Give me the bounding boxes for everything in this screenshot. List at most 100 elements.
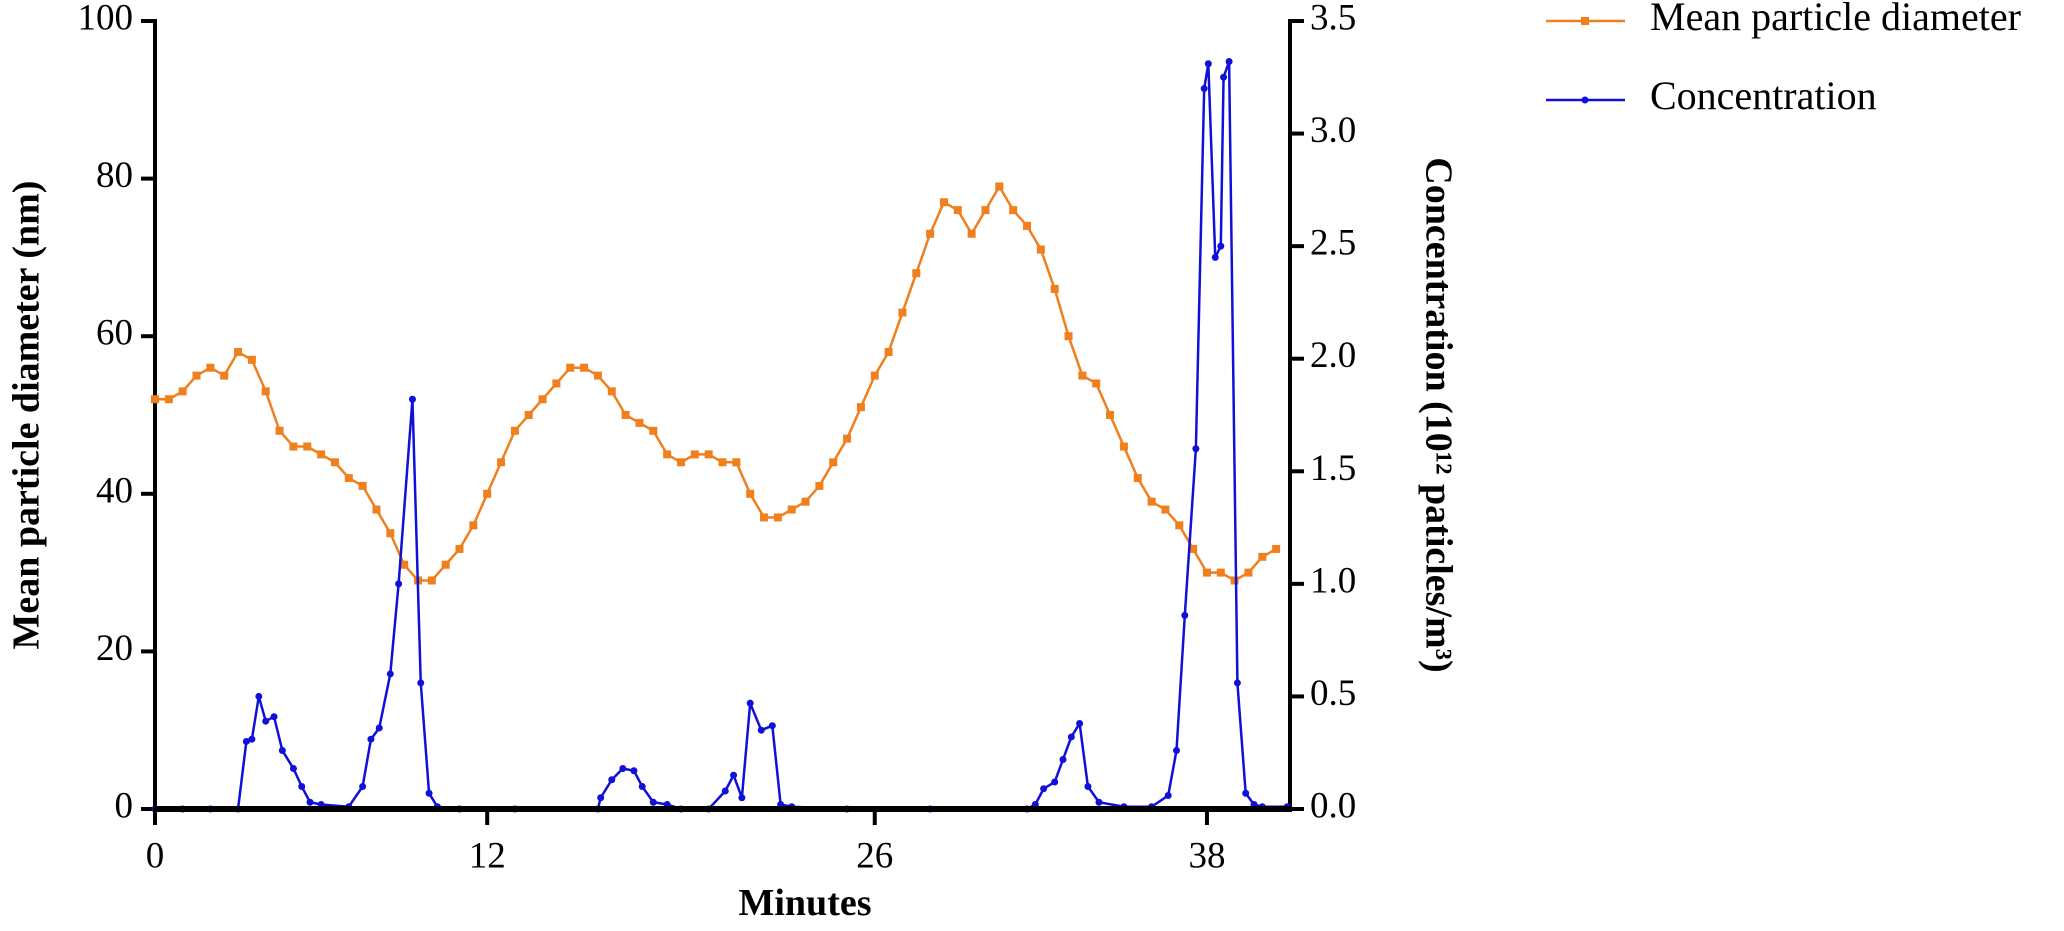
y2-tick-label: 2.5 — [1310, 223, 1356, 264]
point-marker — [497, 458, 506, 467]
point-marker — [408, 395, 416, 403]
point-marker — [843, 434, 852, 443]
point-marker — [718, 458, 727, 467]
point-marker — [538, 395, 547, 404]
point-marker — [317, 450, 326, 459]
point-marker — [1202, 568, 1211, 577]
series-line — [155, 61, 1288, 811]
point-marker — [638, 782, 646, 790]
point-marker — [524, 411, 533, 419]
point-marker — [981, 206, 990, 215]
x-tick-label: 26 — [856, 835, 893, 876]
point-marker — [298, 782, 306, 790]
y2-tick-label: 3.5 — [1310, 0, 1356, 38]
point-marker — [400, 560, 409, 569]
x-tick-label: 0 — [146, 835, 165, 876]
point-marker — [1272, 544, 1281, 553]
point-marker — [676, 458, 685, 467]
point-marker — [1216, 568, 1225, 577]
point-marker — [939, 198, 948, 207]
point-marker — [815, 481, 824, 490]
point-marker — [395, 580, 403, 588]
point-marker — [206, 363, 215, 372]
y2-tick-label: 1.0 — [1310, 560, 1356, 601]
legend-marker — [1581, 17, 1589, 25]
point-marker — [730, 771, 738, 779]
point-marker — [1064, 332, 1073, 341]
point-marker — [303, 442, 312, 451]
point-marker — [372, 505, 381, 514]
point-marker — [375, 724, 383, 732]
point-marker — [1092, 379, 1101, 388]
point-marker — [151, 395, 159, 404]
point-marker — [732, 458, 741, 467]
point-marker — [787, 505, 796, 514]
point-marker — [1225, 58, 1233, 66]
point-marker — [630, 767, 638, 775]
point-marker — [248, 735, 256, 743]
point-marker — [1164, 791, 1172, 799]
point-marker — [469, 521, 478, 530]
point-marker — [1204, 60, 1212, 68]
point-marker — [358, 481, 367, 490]
point-marker — [953, 206, 962, 215]
point-marker — [721, 787, 729, 795]
point-marker — [330, 458, 339, 467]
point-marker — [386, 670, 394, 678]
point-marker — [270, 713, 278, 721]
y-tick-label: 40 — [96, 470, 133, 511]
point-marker — [621, 411, 630, 419]
point-marker — [1233, 679, 1241, 687]
point-marker — [580, 363, 589, 372]
legend-label: Concentration — [1650, 73, 1877, 118]
point-marker — [663, 450, 672, 459]
point-marker — [1173, 746, 1180, 754]
point-marker — [856, 403, 865, 412]
point-marker — [289, 442, 298, 451]
point-marker — [801, 497, 810, 506]
legend-marker — [1581, 96, 1589, 104]
point-marker — [261, 387, 270, 396]
point-marker — [1133, 474, 1142, 483]
point-marker — [425, 789, 433, 797]
point-marker — [1189, 544, 1198, 553]
point-marker — [1023, 221, 1032, 230]
point-marker — [483, 489, 492, 498]
legend-label: Mean particle diameter — [1650, 0, 2021, 39]
point-marker — [967, 229, 976, 238]
point-marker — [607, 387, 616, 396]
point-marker — [1258, 552, 1267, 561]
point-marker — [289, 764, 297, 772]
point-marker — [275, 426, 284, 435]
point-marker — [386, 529, 395, 538]
point-marker — [1051, 778, 1059, 786]
point-marker — [1211, 253, 1219, 261]
point-marker — [649, 798, 657, 806]
point-marker — [593, 371, 602, 380]
point-marker — [1067, 733, 1075, 741]
point-marker — [427, 576, 436, 585]
point-marker — [234, 347, 243, 356]
y-tick-label: 0 — [115, 785, 134, 826]
point-marker — [746, 699, 754, 707]
point-marker — [1119, 442, 1128, 451]
y-tick-label: 80 — [96, 155, 133, 196]
point-marker — [829, 458, 838, 467]
point-marker — [1175, 521, 1184, 530]
point-marker — [1147, 497, 1156, 506]
point-marker — [1181, 611, 1189, 619]
point-marker — [1200, 85, 1208, 93]
y2-tick-label: 0.0 — [1310, 785, 1356, 826]
point-marker — [608, 776, 616, 784]
point-marker — [255, 692, 263, 700]
point-marker — [1220, 73, 1228, 81]
point-marker — [704, 450, 713, 459]
point-marker — [1076, 719, 1084, 727]
point-marker — [912, 269, 921, 278]
y2-tick-label: 0.5 — [1310, 673, 1356, 714]
point-marker — [760, 513, 769, 522]
point-marker — [417, 679, 425, 687]
point-marker — [773, 513, 782, 522]
x-tick-label: 12 — [469, 835, 506, 876]
